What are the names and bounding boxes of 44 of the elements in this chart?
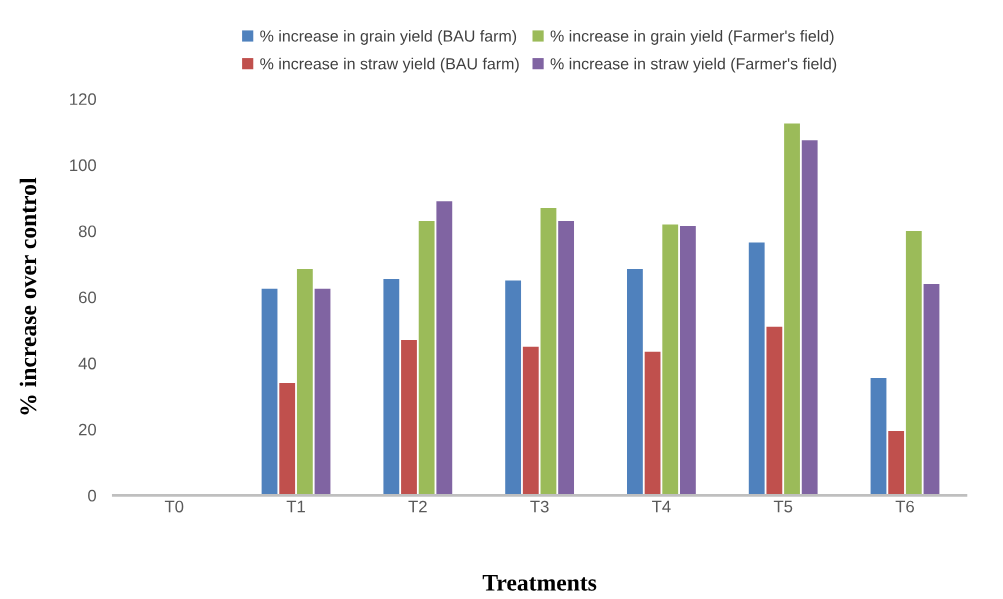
bar [401, 340, 417, 496]
bar [679, 226, 696, 496]
bar [627, 269, 643, 496]
y-tick-label: 80 [78, 225, 97, 238]
legend-label: % increase in grain yield (Farmer's field) [550, 30, 834, 45]
legend-label: % increase in grain yield (BAU farm) [260, 30, 517, 45]
bar [870, 378, 887, 496]
bar [522, 346, 539, 496]
bar [279, 383, 296, 496]
legend-label: % increase in straw yield (BAU farm) [260, 57, 519, 73]
bar [784, 123, 800, 496]
bar [766, 326, 783, 496]
bar [644, 351, 661, 496]
bar [418, 221, 435, 496]
y-axis-title: % increase over control [19, 177, 37, 415]
bar [314, 288, 331, 496]
legend-label: % increase in straw yield (Farmer's field) [550, 57, 837, 73]
bar [801, 140, 818, 496]
bar [505, 280, 522, 496]
x-axis-title: Treatments [482, 575, 597, 591]
y-tick-label: 20 [78, 423, 97, 436]
bar [923, 283, 940, 496]
y-tick-label: 120 [70, 93, 97, 106]
bar [558, 221, 575, 496]
bar [748, 242, 765, 496]
bar [296, 269, 313, 496]
x-tick-label: T3 [530, 500, 549, 513]
bar [905, 231, 922, 496]
y-tick-label: 40 [78, 357, 97, 370]
bar [261, 288, 278, 496]
x-tick-label: T2 [408, 500, 427, 513]
bar [383, 278, 400, 496]
y-tick-label: 0 [88, 489, 97, 502]
bar [436, 201, 453, 496]
x-tick-label: T0 [164, 500, 184, 513]
x-tick-label: T4 [652, 500, 671, 513]
y-tick-label: 100 [70, 159, 97, 172]
bar [662, 224, 679, 496]
bar [888, 430, 905, 496]
bar [540, 207, 557, 496]
x-tick-label: T6 [895, 500, 914, 513]
x-tick-label: T1 [286, 500, 305, 513]
y-tick-label: 60 [78, 291, 97, 304]
x-tick-label: T5 [773, 500, 793, 513]
